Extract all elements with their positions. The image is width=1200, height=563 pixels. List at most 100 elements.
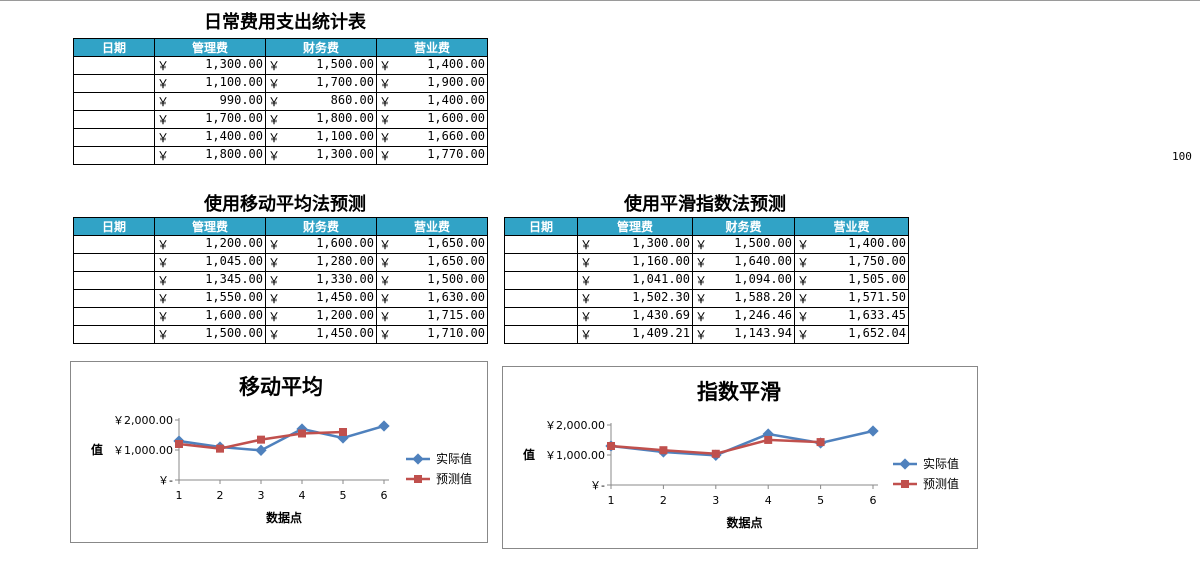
table-row: ￥ 1,041.00 ￥ 1,094.00 ￥ 1,505.00 — [504, 271, 909, 290]
amount-cell[interactable]: ￥ 1,600.00 — [265, 235, 377, 254]
date-cell[interactable] — [504, 271, 578, 290]
amount-cell[interactable]: ￥ 1,633.45 — [794, 307, 909, 326]
currency-symbol: ￥ — [379, 77, 392, 91]
currency-symbol: ￥ — [580, 328, 593, 342]
amount-cell[interactable]: ￥ 1,650.00 — [376, 253, 488, 272]
amount-cell[interactable]: ￥ 1,800.00 — [265, 110, 377, 129]
amount-cell[interactable]: ￥ 1,652.04 — [794, 325, 909, 344]
amount-cell[interactable]: ￥ 1,500.00 — [692, 235, 795, 254]
amount-cell[interactable]: ￥ 1,400.00 — [794, 235, 909, 254]
exponential-smoothing-chart[interactable]: 指数平滑 ￥2,000.00 ￥1,000.00 ￥- 1 2 3 4 5 6 数据点 值实际值 预测值 — [502, 366, 978, 549]
table-row: ￥ 1,045.00 ￥ 1,280.00 ￥ 1,650.00 — [73, 253, 488, 272]
date-cell[interactable] — [504, 289, 578, 308]
amount-cell[interactable]: ￥ 1,143.94 — [692, 325, 795, 344]
currency-symbol: ￥ — [379, 149, 392, 163]
currency-symbol: ￥ — [268, 256, 281, 270]
amount-cell[interactable]: ￥ 1,094.00 — [692, 271, 795, 290]
legend-marker — [899, 458, 911, 470]
amount-cell[interactable]: ￥ 1,450.00 — [265, 289, 377, 308]
amount-cell[interactable]: ￥ 1,400.00 — [376, 56, 488, 75]
amount-cell[interactable]: ￥ 1,700.00 — [154, 110, 266, 129]
amount-wrap: ￥ 1,800.00 — [268, 111, 374, 128]
amount-cell[interactable]: ￥ 1,710.00 — [376, 325, 488, 344]
amount-cell[interactable]: ￥ 860.00 — [265, 92, 377, 111]
x-tick-label: 4 — [299, 489, 306, 502]
y-tick-label: ￥1,000.00 — [113, 444, 173, 457]
amount-cell[interactable]: ￥ 1,600.00 — [154, 307, 266, 326]
amount-value: 860.00 — [330, 93, 374, 107]
amount-cell[interactable]: ￥ 1,100.00 — [154, 74, 266, 93]
date-cell[interactable] — [504, 325, 578, 344]
amount-cell[interactable]: ￥ 1,550.00 — [154, 289, 266, 308]
date-cell[interactable] — [73, 128, 155, 147]
date-cell[interactable] — [73, 235, 155, 254]
amount-value: 1,300.00 — [316, 147, 374, 161]
amount-cell[interactable]: ￥ 1,800.00 — [154, 146, 266, 165]
amount-cell[interactable]: ￥ 1,650.00 — [376, 235, 488, 254]
date-cell[interactable] — [504, 235, 578, 254]
amount-cell[interactable]: ￥ 1,500.00 — [376, 271, 488, 290]
amount-cell[interactable]: ￥ 1,640.00 — [692, 253, 795, 272]
amount-cell[interactable]: ￥ 1,200.00 — [154, 235, 266, 254]
amount-cell[interactable]: ￥ 1,505.00 — [794, 271, 909, 290]
table-row: ￥ 1,409.21 ￥ 1,143.94 ￥ 1,652.04 — [504, 325, 909, 344]
amount-cell[interactable]: ￥ 1,330.00 — [265, 271, 377, 290]
amount-cell[interactable]: ￥ 1,502.30 — [577, 289, 693, 308]
amount-cell[interactable]: ￥ 990.00 — [154, 92, 266, 111]
amount-cell[interactable]: ￥ 1,600.00 — [376, 110, 488, 129]
amount-cell[interactable]: ￥ 1,900.00 — [376, 74, 488, 93]
amount-cell[interactable]: ￥ 1,770.00 — [376, 146, 488, 165]
amount-cell[interactable]: ￥ 1,100.00 — [265, 128, 377, 147]
amount-cell[interactable]: ￥ 1,450.00 — [265, 325, 377, 344]
amount-cell[interactable]: ￥ 1,400.00 — [154, 128, 266, 147]
amount-value: 1,770.00 — [427, 147, 485, 161]
data-point-predicted — [607, 442, 615, 450]
date-cell[interactable] — [73, 271, 155, 290]
table-row: ￥ 1,345.00 ￥ 1,330.00 ￥ 1,500.00 — [73, 271, 488, 290]
legend-marker — [412, 453, 424, 465]
amount-cell[interactable]: ￥ 1,400.00 — [376, 92, 488, 111]
amount-cell[interactable]: ￥ 1,280.00 — [265, 253, 377, 272]
amount-cell[interactable]: ￥ 1,246.46 — [692, 307, 795, 326]
moving-average-chart[interactable]: 移动平均 ￥2,000.00 ￥1,000.00 ￥- 1 2 3 4 5 6 数据点 值实际值 预测值 — [70, 361, 488, 543]
table-row: ￥ 1,500.00 ￥ 1,450.00 ￥ 1,710.00 — [73, 325, 488, 344]
amount-cell[interactable]: ￥ 1,500.00 — [154, 325, 266, 344]
amount-wrap: ￥ 1,041.00 — [580, 272, 690, 289]
date-cell[interactable] — [73, 56, 155, 75]
currency-symbol: ￥ — [157, 131, 170, 145]
amount-cell[interactable]: ￥ 1,041.00 — [577, 271, 693, 290]
amount-value: 1,600.00 — [205, 308, 263, 322]
amount-cell[interactable]: ￥ 1,588.20 — [692, 289, 795, 308]
date-cell[interactable] — [504, 253, 578, 272]
amount-cell[interactable]: ￥ 1,300.00 — [265, 146, 377, 165]
amount-cell[interactable]: ￥ 1,430.69 — [577, 307, 693, 326]
amount-value: 1,400.00 — [427, 93, 485, 107]
amount-wrap: ￥ 1,900.00 — [379, 75, 485, 92]
date-cell[interactable] — [73, 92, 155, 111]
amount-cell[interactable]: ￥ 1,715.00 — [376, 307, 488, 326]
date-cell[interactable] — [73, 146, 155, 165]
amount-cell[interactable]: ￥ 1,300.00 — [154, 56, 266, 75]
amount-wrap: ￥ 860.00 — [268, 93, 374, 110]
amount-cell[interactable]: ￥ 1,409.21 — [577, 325, 693, 344]
amount-cell[interactable]: ￥ 1,300.00 — [577, 235, 693, 254]
amount-cell[interactable]: ￥ 1,660.00 — [376, 128, 488, 147]
amount-cell[interactable]: ￥ 1,200.00 — [265, 307, 377, 326]
currency-symbol: ￥ — [695, 292, 708, 306]
amount-cell[interactable]: ￥ 1,500.00 — [265, 56, 377, 75]
amount-cell[interactable]: ￥ 1,750.00 — [794, 253, 909, 272]
amount-cell[interactable]: ￥ 1,571.50 — [794, 289, 909, 308]
date-cell[interactable] — [73, 307, 155, 326]
amount-cell[interactable]: ￥ 1,160.00 — [577, 253, 693, 272]
amount-cell[interactable]: ￥ 1,345.00 — [154, 271, 266, 290]
currency-symbol: ￥ — [695, 256, 708, 270]
amount-cell[interactable]: ￥ 1,630.00 — [376, 289, 488, 308]
date-cell[interactable] — [73, 253, 155, 272]
date-cell[interactable] — [73, 289, 155, 308]
date-cell[interactable] — [504, 307, 578, 326]
date-cell[interactable] — [73, 74, 155, 93]
amount-cell[interactable]: ￥ 1,045.00 — [154, 253, 266, 272]
date-cell[interactable] — [73, 110, 155, 129]
date-cell[interactable] — [73, 325, 155, 344]
amount-cell[interactable]: ￥ 1,700.00 — [265, 74, 377, 93]
